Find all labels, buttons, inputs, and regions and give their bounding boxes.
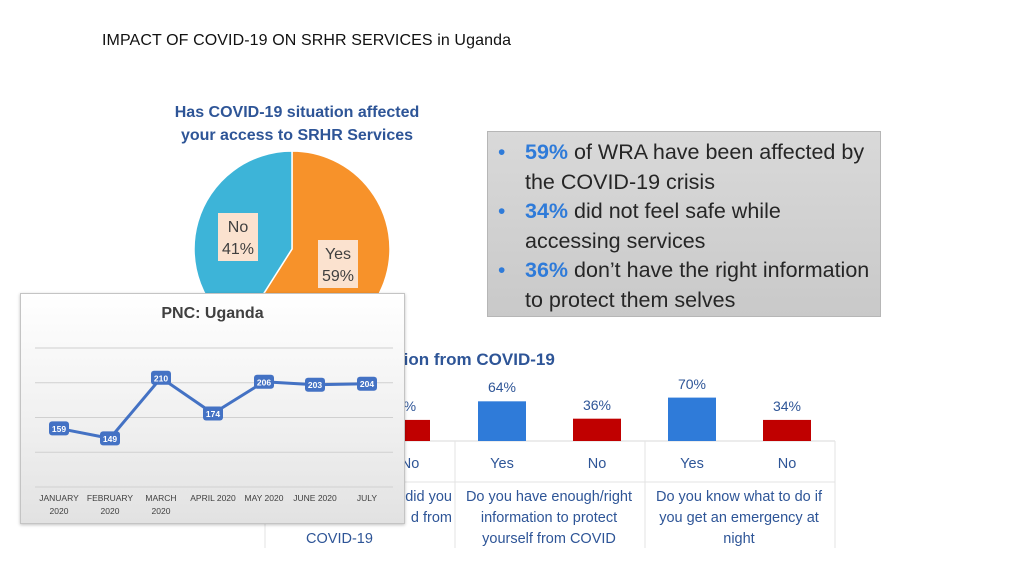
pnc-data-point: 206	[254, 374, 274, 389]
key-findings-box: • 59% of WRA have been affected by the C…	[487, 131, 881, 317]
bar-category-label: No	[777, 456, 797, 472]
finding-text: of WRA have been affected by the COVID-1…	[525, 140, 865, 194]
pnc-point-label: 206	[257, 377, 271, 387]
pnc-x-tick-text: FEBRUARY	[87, 493, 133, 503]
slide-title: IMPACT OF COVID-19 ON SRHR SERVICES in U…	[102, 32, 512, 49]
finding-item: • 34% did not feel safe while accessing …	[498, 197, 872, 256]
pnc-point-marker	[254, 374, 274, 389]
question-line: night	[723, 531, 755, 547]
bar-value-label: 36%	[582, 396, 612, 413]
finding-percent: 59%	[525, 140, 569, 164]
bar-value-label: 64%	[487, 379, 517, 396]
pnc-data-point: 174	[203, 406, 223, 421]
question-line: d from	[410, 510, 452, 526]
pnc-data-point: 149	[100, 431, 120, 446]
pie-label-category: Yes	[325, 246, 351, 263]
pnc-x-tick-text: JANUARY	[39, 493, 79, 503]
pnc-point-marker	[151, 370, 171, 385]
bar-no	[763, 419, 811, 441]
pnc-x-tick-text: JULY	[357, 493, 377, 503]
pnc-point-marker	[100, 431, 120, 446]
pnc-point-label: 210	[154, 373, 168, 383]
finding-percent: 36%	[525, 258, 569, 282]
bar-question-2: Do you have enough/right information to …	[454, 487, 644, 550]
pnc-chart-title: PNC: Uganda	[161, 305, 264, 322]
pnc-point-label: 203	[308, 380, 322, 390]
pnc-x-tick-label: MAY 2020	[245, 493, 284, 503]
question-line: yourself from COVID	[482, 531, 616, 547]
pnc-x-tick-label: JUNE 2020	[293, 493, 337, 503]
pie-label-percent: 59%	[322, 268, 354, 285]
question-line: did you	[405, 489, 452, 505]
bar-question-3: Do you know what to do if you get an eme…	[644, 487, 834, 550]
question-line: COVID-19	[306, 531, 373, 547]
pnc-point-label: 149	[103, 434, 117, 444]
pnc-point-label: 174	[206, 409, 220, 419]
pnc-data-point: 210	[151, 370, 171, 385]
pie-data-label: No 41%	[218, 213, 258, 261]
finding-item: • 36% don’t have the right information t…	[498, 256, 872, 315]
bar-category-label: Yes	[490, 456, 514, 472]
bar-value-label: 70%	[677, 375, 707, 392]
pnc-point-marker	[305, 377, 325, 392]
pnc-data-point: 203	[305, 377, 325, 392]
pnc-x-tick-label: MARCH 2020	[145, 493, 176, 516]
pnc-point-marker	[203, 406, 223, 421]
pie-label-category: No	[228, 219, 249, 236]
bar-yes	[478, 401, 526, 441]
question-line: you get an emergency at	[659, 510, 819, 526]
bar-category-label: Yes	[680, 456, 704, 472]
pnc-chart-card: PNC: Uganda 159 149 210 174 206 203 204 JANUARY…	[20, 293, 405, 524]
finding-text: don’t have the right information to prot…	[525, 258, 870, 312]
pie-label-percent: 41%	[222, 241, 254, 258]
pnc-x-tick-text: APRIL 2020	[190, 493, 236, 503]
pie-title-line-1: Has COVID-19 situation affected	[174, 104, 420, 121]
bar-question-1: did you d from COVID-19	[262, 487, 452, 550]
pnc-data-point: 204	[357, 376, 377, 391]
pnc-x-tick-text: JUNE 2020	[293, 493, 337, 503]
pnc-x-tick-label: JULY	[357, 493, 377, 503]
pnc-data-point: 159	[49, 421, 69, 436]
pie-chart-title: Has COVID-19 situation affected your acc…	[160, 101, 434, 147]
pie-label-box	[218, 213, 258, 261]
finding-item: • 59% of WRA have been affected by the C…	[498, 138, 872, 197]
pnc-x-tick-text: 2020	[101, 506, 120, 516]
question-line: information to protect	[480, 510, 618, 526]
pie-title-line-2: your access to SRHR Services	[180, 127, 414, 144]
pnc-x-tick-label: APRIL 2020	[190, 493, 236, 503]
question-line: Do you have enough/right	[465, 489, 633, 505]
bar-no	[573, 418, 621, 441]
bullet-icon: •	[498, 259, 506, 282]
pnc-x-tick-text: MAY 2020	[245, 493, 284, 503]
pnc-point-label: 204	[360, 379, 374, 389]
pie-label-box	[318, 240, 358, 288]
bar-category-label: No	[400, 456, 420, 472]
pnc-point-marker	[49, 421, 69, 436]
bullet-icon: •	[498, 200, 506, 223]
pnc-point-label: 159	[52, 424, 66, 434]
bar-chart-title: tion from COVID-19	[398, 350, 555, 369]
bar-category-label: No	[587, 456, 607, 472]
pnc-point-marker	[357, 376, 377, 391]
pnc-x-tick-text: 2020	[50, 506, 69, 516]
bar-value-label: 34%	[772, 397, 802, 414]
pnc-x-tick-label: JANUARY 2020	[39, 493, 79, 516]
question-line: Do you know what to do if	[655, 489, 823, 505]
pnc-x-tick-text: 2020	[152, 506, 171, 516]
pnc-x-tick-label: FEBRUARY 2020	[87, 493, 133, 516]
bullet-icon: •	[498, 141, 506, 164]
bar-yes	[668, 397, 716, 441]
pie-data-label: Yes 59%	[318, 240, 358, 288]
pnc-x-tick-text: MARCH	[145, 493, 176, 503]
finding-text: did not feel safe while accessing servic…	[525, 199, 781, 253]
key-findings-list: • 59% of WRA have been affected by the C…	[488, 132, 880, 315]
finding-percent: 34%	[525, 199, 569, 223]
